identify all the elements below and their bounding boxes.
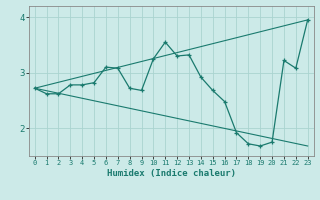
X-axis label: Humidex (Indice chaleur): Humidex (Indice chaleur) bbox=[107, 169, 236, 178]
